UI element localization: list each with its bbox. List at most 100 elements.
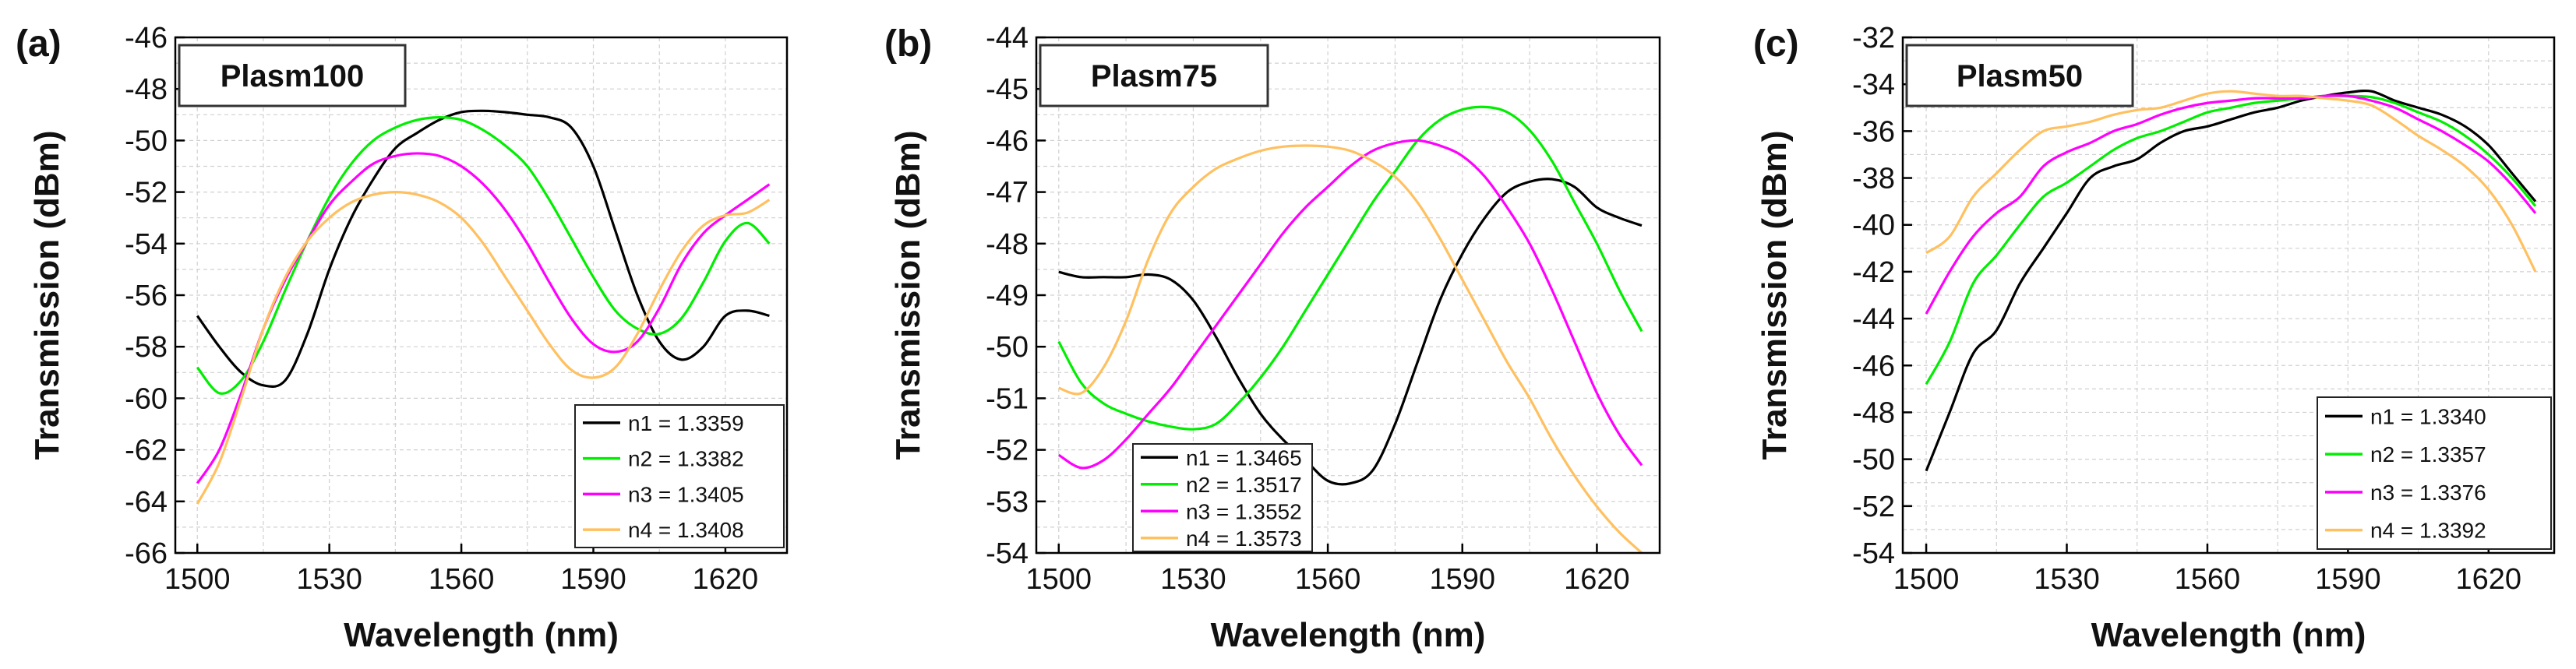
title-frame [1905, 44, 2134, 107]
x-axis-label: Wavelength (nm) [344, 616, 619, 654]
chart-title: Plasm75 [1091, 59, 1217, 93]
y-tick-label: -47 [986, 177, 1029, 210]
y-tick-label: -54 [986, 537, 1029, 570]
x-tick-label: 1620 [1564, 563, 1630, 596]
x-tick-label: 1590 [560, 563, 626, 596]
title-box: Plasm50 [1905, 44, 2134, 107]
y-tick-label: -32 [1852, 22, 1895, 55]
series-line-n2 [1057, 105, 1643, 431]
legend-label-n3: n3 = 1.3552 [1186, 499, 1302, 523]
y-tick-label: -42 [1852, 256, 1895, 289]
chart-panel-b: 1500 1530 1560 1590 1620 -54 -53 -52 -51 -50 -49 -4… [884, 22, 1661, 654]
legend-label-n2: n2 = 1.3517 [1186, 473, 1302, 497]
x-tick-label: 1500 [1026, 563, 1092, 596]
y-tick-label: -44 [1852, 303, 1895, 336]
legend-label-n3: n3 = 1.3376 [2370, 481, 2486, 505]
x-tick-label: 1620 [2456, 563, 2522, 596]
x-tick-label: 1560 [429, 563, 495, 596]
panel-label: (a) [16, 23, 62, 65]
series-line-n4 [1925, 90, 2537, 273]
x-tick-label: 1530 [296, 563, 362, 596]
legend-label-n1: n1 = 1.3340 [2370, 404, 2486, 428]
y-tick-label: -60 [125, 382, 168, 415]
panel-label: (b) [884, 23, 932, 65]
y-tick-label: -66 [125, 537, 168, 570]
y-axis-label: Transmission (dBm) [889, 131, 927, 460]
y-tick-label: -64 [125, 486, 168, 519]
legend-label-n1: n1 = 1.3465 [1186, 445, 1302, 470]
series-line-n1 [1058, 178, 1643, 486]
y-tick-label: -36 [1852, 115, 1895, 148]
chart-panel-c: 1500 1530 1560 1590 1620 -54 -52 -50 -48 -46 -44 -4… [1753, 22, 2556, 654]
series-line-n2 [196, 116, 771, 395]
legend-label-n3: n3 = 1.3405 [628, 482, 744, 506]
x-tick-label: 1500 [164, 563, 231, 596]
plot-frame [1901, 36, 2556, 555]
y-tick-label: -46 [125, 22, 168, 55]
y-tick-label: -48 [986, 228, 1029, 261]
legend-label-n4: n4 = 1.3408 [628, 518, 744, 542]
legend-label-n2: n2 = 1.3382 [628, 447, 744, 471]
x-axis-label: Wavelength (nm) [2091, 616, 2366, 654]
legend-label-n1: n1 = 1.3359 [628, 411, 744, 435]
y-tick-label: -50 [125, 125, 168, 157]
x-tick-label: 1560 [2175, 563, 2241, 596]
series-line-n3 [1057, 139, 1643, 470]
y-tick-label: -52 [986, 435, 1029, 467]
chart-title: Plasm50 [1957, 59, 2083, 93]
x-tick-label: 1500 [1893, 563, 1960, 596]
series-line-n1 [196, 109, 770, 388]
y-tick-label: -49 [986, 280, 1029, 312]
series-line-n1 [1925, 89, 2537, 472]
x-tick-label: 1590 [2315, 563, 2381, 596]
x-tick-label: 1530 [2034, 563, 2100, 596]
legend-frame [1132, 443, 1313, 552]
legend-label-n4: n4 = 1.3573 [1186, 526, 1302, 551]
y-tick-label: -53 [986, 486, 1029, 519]
y-tick-label: -46 [986, 125, 1029, 157]
y-tick-label: -54 [125, 228, 168, 261]
legend: n1 = 1.3340 n2 = 1.3357 n3 = 1.3376 n4 = 1.… [2317, 396, 2552, 550]
y-tick-label: -62 [125, 435, 168, 467]
panel-label: (c) [1753, 23, 1799, 65]
y-tick-label: -46 [1852, 350, 1895, 382]
y-tick-label: -56 [125, 280, 168, 312]
title-box: Plasm100 [178, 44, 407, 107]
y-tick-label: -50 [1852, 444, 1895, 477]
title-frame [178, 44, 407, 107]
title-frame [1039, 44, 1269, 107]
x-tick-label: 1620 [693, 563, 759, 596]
legend-label-n2: n2 = 1.3357 [2370, 442, 2486, 467]
y-tick-label: -51 [986, 382, 1029, 415]
legend-frame [2317, 396, 2552, 550]
series-line-n4 [196, 191, 771, 505]
chart-title: Plasm100 [221, 59, 365, 93]
y-tick-label: -58 [125, 331, 168, 364]
y-axis-label: Transmission (dBm) [28, 131, 66, 460]
x-tick-label: 1530 [1160, 563, 1226, 596]
x-axis-label: Wavelength (nm) [1211, 616, 1486, 654]
y-tick-label: -52 [1852, 491, 1895, 523]
legend-frame [574, 404, 785, 548]
legend-label-n4: n4 = 1.3392 [2370, 519, 2486, 543]
y-tick-label: -34 [1852, 69, 1895, 101]
y-tick-label: -38 [1852, 163, 1895, 195]
series-line-n2 [1925, 94, 2537, 386]
legend: n1 = 1.3359 n2 = 1.3382 n3 = 1.3405 n4 = 1.… [574, 404, 785, 548]
gridlines [1036, 37, 1660, 553]
series-line-n4 [1058, 144, 1643, 555]
x-tick-label: 1590 [1429, 563, 1495, 596]
chart-panel-a: 1500 1530 1560 1590 1620 -66 -64 -62 -60 -58 -56 -5… [16, 22, 789, 654]
y-tick-label: -52 [125, 177, 168, 210]
y-tick-label: -40 [1852, 210, 1895, 242]
y-tick-label: -44 [986, 22, 1029, 55]
y-tick-label: -50 [986, 331, 1029, 364]
y-tick-label: -48 [1852, 396, 1895, 429]
y-tick-label: -54 [1852, 537, 1895, 570]
series-line-n3 [1925, 94, 2537, 315]
x-tick-label: 1560 [1295, 563, 1361, 596]
y-axis-label: Transmission (dBm) [1756, 131, 1794, 460]
title-box: Plasm75 [1039, 44, 1269, 107]
